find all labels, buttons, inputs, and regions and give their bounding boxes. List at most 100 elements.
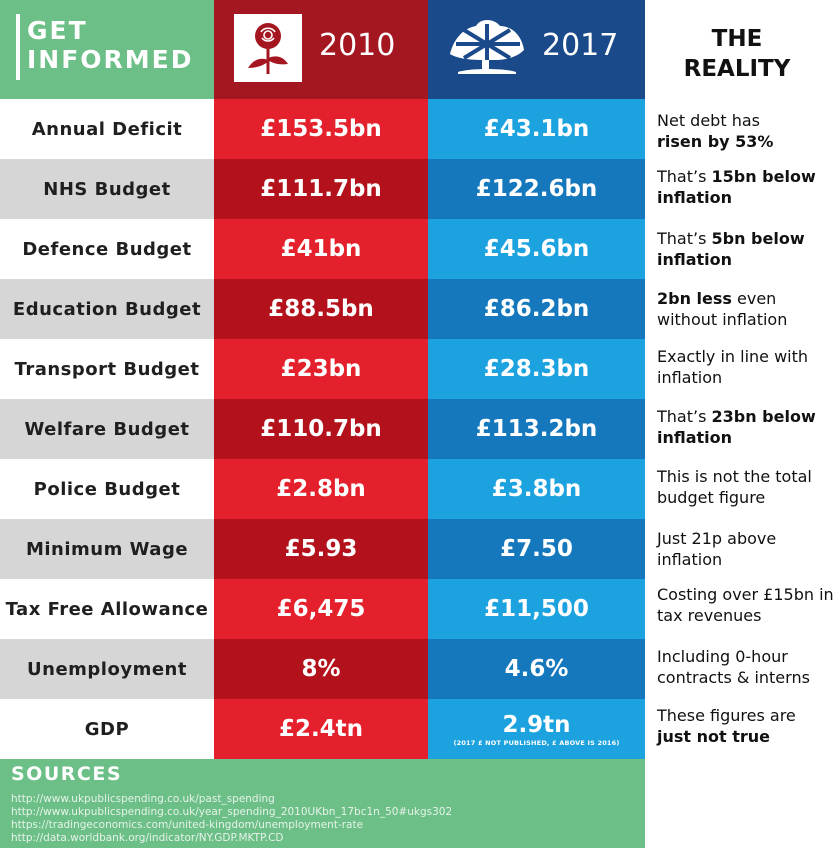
row-label: Transport Budget: [0, 339, 214, 399]
note-text: even without inflation: [657, 289, 788, 329]
note-text: Exactly in line with inflation: [657, 347, 809, 387]
note-text: Including 0-hour contracts & interns: [657, 647, 810, 687]
header-row: GET INFORMED: [0, 0, 645, 99]
note-bold: just not true: [657, 727, 770, 746]
reality-title-line-2: REALITY: [683, 56, 791, 82]
reality-column: THE REALITY Net debt has risen by 53% Tha…: [645, 0, 839, 848]
title-bar-decoration: [16, 14, 20, 80]
note-text: That’s: [657, 229, 712, 248]
value-2017: £86.2bn: [483, 296, 590, 322]
table-row: Education Budget £88.5bn £86.2bn: [0, 279, 645, 339]
value-2017-cell: £7.50: [428, 519, 645, 579]
title-line-1: GET: [27, 16, 88, 45]
value-2017: £28.3bn: [483, 356, 590, 382]
year-2017-label: 2017: [542, 28, 619, 63]
value-2017-cell: 2.9tn (2017 £ NOT PUBLISHED, £ ABOVE IS …: [428, 699, 645, 759]
reality-title-line-1: THE: [711, 26, 763, 52]
header-title-cell: GET INFORMED: [0, 0, 214, 99]
row-label: NHS Budget: [0, 159, 214, 219]
row-label: Minimum Wage: [0, 519, 214, 579]
value-2017-cell: 4.6%: [428, 639, 645, 699]
reality-note: Exactly in line with inflation: [657, 346, 839, 388]
value-2017: £7.50: [500, 536, 573, 562]
reality-note: 2bn less even without inflation: [657, 288, 839, 330]
reality-note: Including 0-hour contracts & interns: [657, 646, 839, 688]
value-2017-cell: £3.8bn: [428, 459, 645, 519]
reality-note: Just 21p above inflation: [657, 528, 839, 570]
note-bold: risen by 53%: [657, 132, 774, 151]
reality-note: Costing over £15bn in tax revenues: [657, 584, 839, 626]
value-2017-cell: £28.3bn: [428, 339, 645, 399]
value-2017: £122.6bn: [475, 176, 598, 202]
row-label: Education Budget: [0, 279, 214, 339]
row-label: Unemployment: [0, 639, 214, 699]
note-bold: 23bn below inflation: [657, 407, 816, 447]
value-2017: £11,500: [484, 596, 589, 622]
source-link[interactable]: http://data.worldbank.org/indicator/NY.G…: [11, 832, 284, 844]
year-2010-label: 2010: [319, 28, 396, 63]
header-2017-cell: 2017: [428, 0, 645, 99]
row-label: Police Budget: [0, 459, 214, 519]
value-2017: £45.6bn: [483, 236, 590, 262]
reality-note: Net debt has risen by 53%: [657, 110, 839, 152]
row-label: GDP: [0, 699, 214, 759]
value-2017-cell: £122.6bn: [428, 159, 645, 219]
note-bold: 5bn below inflation: [657, 229, 805, 269]
header-2010-cell: 2010: [214, 0, 428, 99]
reality-note: That’s 15bn below inflation: [657, 166, 839, 208]
table-row: GDP £2.4tn 2.9tn (2017 £ NOT PUBLISHED, …: [0, 699, 645, 759]
reality-note: That’s 5bn below inflation: [657, 228, 839, 270]
source-link[interactable]: http://www.ukpublicspending.co.uk/past_s…: [11, 793, 275, 805]
reality-note: This is not the total budget figure: [657, 466, 839, 508]
source-link[interactable]: https://tradingeconomics.com/united-king…: [11, 819, 364, 831]
note-text: That’s: [657, 407, 712, 426]
source-link[interactable]: http://www.ukpublicspending.co.uk/year_s…: [11, 806, 453, 818]
value-2017: 2.9tn: [502, 711, 571, 738]
table-row: Welfare Budget £110.7bn £113.2bn: [0, 399, 645, 459]
value-2017: £43.1bn: [483, 116, 590, 142]
row-label: Defence Budget: [0, 219, 214, 279]
value-2010: £111.7bn: [214, 159, 428, 219]
value-2010: £110.7bn: [214, 399, 428, 459]
value-2010: £88.5bn: [214, 279, 428, 339]
note-text: This is not the total budget figure: [657, 467, 812, 507]
table-row: Defence Budget £41bn £45.6bn: [0, 219, 645, 279]
row-label: Welfare Budget: [0, 399, 214, 459]
note-text: Net debt has: [657, 111, 760, 130]
table-row: Annual Deficit £153.5bn £43.1bn: [0, 99, 645, 159]
table-row: NHS Budget £111.7bn £122.6bn: [0, 159, 645, 219]
value-2010: 8%: [214, 639, 428, 699]
note-bold: 15bn below inflation: [657, 167, 816, 207]
table-row: Unemployment 8% 4.6%: [0, 639, 645, 699]
value-2010: £5.93: [214, 519, 428, 579]
value-2010: £2.4tn: [214, 699, 428, 759]
value-2017-cell: £113.2bn: [428, 399, 645, 459]
infographic: GET INFORMED: [0, 0, 645, 848]
value-2010: £2.8bn: [214, 459, 428, 519]
comparison-table: Annual Deficit £153.5bn £43.1bn NHS Budg…: [0, 99, 645, 759]
note-text: These figures are: [657, 706, 796, 725]
page-title: GET INFORMED: [27, 16, 194, 74]
note-bold: 2bn less: [657, 289, 732, 308]
reality-note: That’s 23bn below inflation: [657, 406, 839, 448]
reality-title: THE REALITY: [645, 24, 829, 84]
value-2010: £6,475: [214, 579, 428, 639]
value-2017: £113.2bn: [475, 416, 598, 442]
table-row: Tax Free Allowance £6,475 £11,500: [0, 579, 645, 639]
value-2010: £41bn: [214, 219, 428, 279]
value-2017-cell: £43.1bn: [428, 99, 645, 159]
sources-links: http://www.ukpublicspending.co.uk/past_s…: [11, 793, 452, 845]
sources-panel: SOURCES http://www.ukpublicspending.co.u…: [0, 759, 645, 848]
title-line-2: INFORMED: [27, 45, 194, 74]
note-text: Just 21p above inflation: [657, 529, 777, 569]
table-row: Police Budget £2.8bn £3.8bn: [0, 459, 645, 519]
value-2010: £23bn: [214, 339, 428, 399]
rose-logo-icon: [234, 14, 302, 86]
row-label: Annual Deficit: [0, 99, 214, 159]
row-label: Tax Free Allowance: [0, 579, 214, 639]
tree-logo-icon: [446, 14, 528, 84]
value-2017: £3.8bn: [491, 476, 582, 502]
value-2010: £153.5bn: [214, 99, 428, 159]
sources-heading: SOURCES: [11, 763, 123, 785]
